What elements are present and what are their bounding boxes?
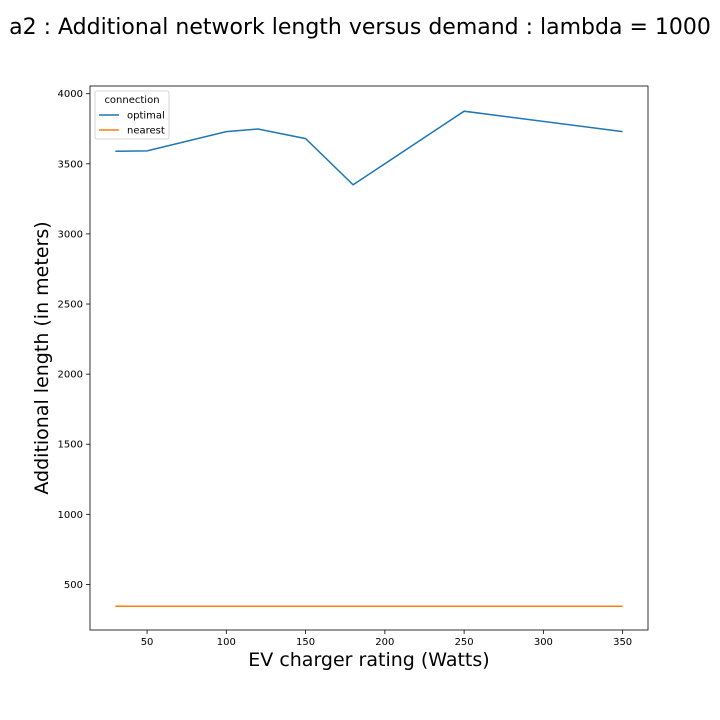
y-tick-label: 500 bbox=[64, 580, 83, 591]
y-axis-label: Additional length (in meters) bbox=[31, 221, 53, 494]
series-line-optimal bbox=[115, 110, 623, 186]
x-tick-label: 350 bbox=[613, 637, 632, 648]
legend-box bbox=[94, 90, 170, 140]
y-tick-label: 1000 bbox=[58, 510, 83, 521]
x-axis-label: EV charger rating (Watts) bbox=[248, 649, 489, 671]
x-axis: 50 100 150 200 250 300 350 bbox=[141, 630, 632, 648]
plot-area bbox=[89, 85, 649, 631]
x-tick-label: 200 bbox=[375, 637, 394, 648]
x-tick-label: 250 bbox=[455, 637, 474, 648]
x-tick-label: 50 bbox=[141, 637, 154, 648]
series-lines bbox=[115, 110, 623, 607]
x-tick-label: 150 bbox=[296, 637, 315, 648]
y-tick-label: 2000 bbox=[58, 370, 83, 381]
legend-label-optimal: optimal bbox=[127, 111, 165, 122]
legend-title: connection bbox=[104, 95, 159, 106]
y-tick-label: 3000 bbox=[58, 229, 83, 240]
legend-label-nearest: nearest bbox=[127, 126, 165, 137]
y-tick-label: 3500 bbox=[58, 159, 83, 170]
chart-title: a2 : Additional network length versus de… bbox=[9, 15, 711, 40]
x-tick-label: 100 bbox=[217, 637, 236, 648]
y-axis: 500 1000 1500 2000 2500 3000 3500 4000 bbox=[58, 89, 90, 591]
x-tick-label: 300 bbox=[534, 637, 553, 648]
y-tick-label: 4000 bbox=[58, 89, 83, 100]
legend: connection optimal nearest bbox=[94, 90, 170, 140]
y-tick-label: 2500 bbox=[58, 300, 83, 311]
y-tick-label: 1500 bbox=[58, 440, 83, 451]
